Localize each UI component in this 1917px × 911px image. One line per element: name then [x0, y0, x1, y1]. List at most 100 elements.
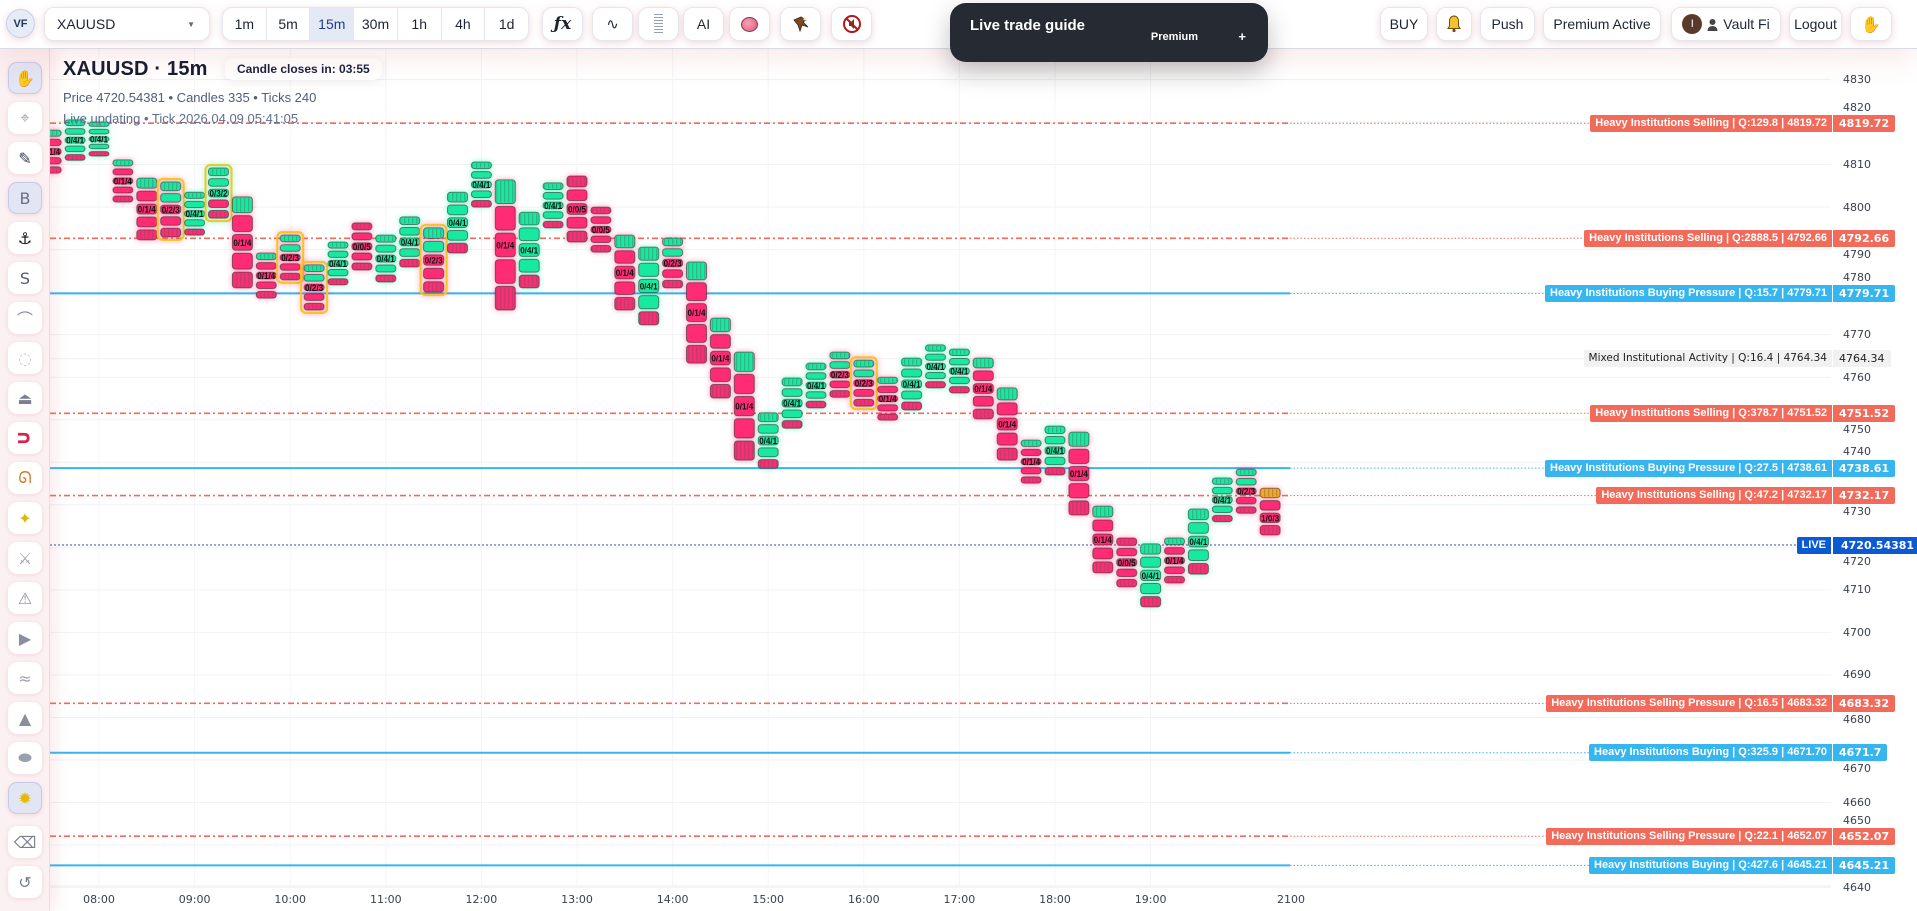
candle-cluster-box — [566, 216, 588, 229]
chevron-down-icon: ▼ — [187, 19, 195, 29]
candle-cluster-box — [518, 227, 540, 242]
timeframe-30m[interactable]: 30m — [354, 8, 398, 40]
candle-cluster-box — [781, 409, 803, 419]
sidebar-tool-sparkle[interactable]: ✦ — [8, 502, 42, 534]
candle-cluster-box — [160, 193, 182, 203]
sidebar-tool-b-tool[interactable]: B — [8, 182, 42, 214]
candle-cluster-box — [160, 204, 182, 215]
candle-box-stripes — [759, 413, 778, 421]
buy-button[interactable]: BUY — [1380, 7, 1428, 41]
indicators-fx-button[interactable]: ƒx — [542, 7, 583, 41]
sidebar-tool-waves[interactable]: ≈ — [8, 662, 42, 694]
candle-cluster-box — [1187, 549, 1209, 562]
live-trade-guide-panel[interactable]: Live trade guide Premium + — [950, 3, 1268, 62]
candle-cluster-box — [925, 371, 946, 380]
alerts-button[interactable] — [1436, 7, 1472, 41]
candle: 0/2/3 — [662, 237, 684, 289]
candle-box-stripes — [1237, 470, 1256, 475]
sidebar-tool-warning[interactable]: ⚠ — [8, 582, 42, 614]
timeframe-1m[interactable]: 1m — [223, 8, 267, 40]
sidebar-tool-dotted-circle[interactable]: ◌ — [8, 342, 42, 374]
sidebar-tool-eraser[interactable]: ⌫ — [8, 826, 42, 858]
candle-box-stripes — [1093, 562, 1112, 572]
timeframe-4h[interactable]: 4h — [442, 8, 486, 40]
candle-box-stripes — [1141, 544, 1160, 554]
guide-premium-badge: Premium — [1150, 31, 1198, 43]
candle-box-stripes — [209, 211, 228, 218]
candle-box-stripes — [1213, 516, 1232, 521]
sidebar-tool-s-tool[interactable]: S — [8, 262, 42, 294]
ai-button[interactable]: AI — [683, 7, 724, 41]
mute-button[interactable] — [831, 7, 872, 41]
wave-button[interactable]: ∿ — [592, 7, 633, 41]
chart-title: XAUUSD · 15m — [63, 58, 208, 80]
candle-cluster-label: 0/1/4 — [233, 238, 251, 248]
sidebar-tool-ellipse[interactable]: ⬬ — [8, 742, 42, 774]
candle-cluster-label: 0/4/1 — [927, 362, 945, 372]
candle-cluster-box — [303, 293, 325, 301]
candle-box-stripes — [1093, 507, 1112, 517]
timeframe-1d[interactable]: 1d — [498, 16, 515, 32]
candle-cluster-box — [423, 240, 445, 253]
symbol-select[interactable]: XAUUSD ▼ — [44, 7, 210, 41]
premium-status-button[interactable]: Premium Active — [1543, 7, 1661, 41]
candle-cluster-label: 0/4/1 — [329, 259, 347, 269]
candle-cluster-box — [303, 274, 325, 282]
candle-box-stripes — [974, 359, 993, 367]
candle-cluster-box — [614, 281, 636, 295]
candle-cluster-label: 0/1/4 — [1070, 469, 1088, 479]
brain-button[interactable] — [729, 7, 770, 41]
candle-highlight — [204, 163, 233, 223]
live-status: Live updating • Tick 2026.04.09 05:41:05 — [63, 111, 299, 126]
sidebar-tool-mountain[interactable]: ▲ — [8, 702, 42, 734]
candle-box-stripes — [233, 197, 252, 212]
hand-mode-button[interactable]: ✋ — [1850, 7, 1892, 41]
mute-icon — [842, 15, 861, 33]
sidebar-tool-magnet[interactable]: ∩ — [8, 422, 42, 454]
candle-box-stripes — [974, 410, 993, 418]
candle-cluster-box — [638, 262, 660, 277]
sidebar-tool-hand[interactable]: ✋ — [8, 62, 42, 94]
candle-cluster-label: 0/2/3 — [162, 205, 180, 215]
timeframe-15m[interactable]: 15m — [310, 8, 355, 40]
candle-cluster-label: 0/1/4 — [496, 240, 514, 250]
candle-box-stripes — [233, 273, 252, 287]
sidebar-tool-play[interactable]: ▶ — [8, 622, 42, 654]
timeframe-1h[interactable]: 1h — [398, 8, 442, 40]
candle-cluster-box — [686, 303, 707, 322]
volume-profile-button[interactable] — [638, 7, 679, 41]
striped-bars-icon — [654, 14, 663, 34]
candle-cluster-box — [351, 232, 373, 241]
timeframe-5m[interactable]: 5m — [267, 8, 311, 40]
candle-cluster-box — [638, 295, 660, 310]
candle-cluster-label: 0/2/3 — [831, 370, 849, 380]
sidebar-tool-swords[interactable]: ⚔ — [8, 542, 42, 574]
candle-cluster-label: 0/4/1 — [449, 218, 467, 228]
candle-box-stripes — [1117, 580, 1136, 586]
candle-cluster-box — [853, 369, 875, 378]
candle-cluster-box — [112, 168, 134, 176]
sidebar-tool-pencil[interactable]: ✎ — [8, 142, 42, 174]
candle-cluster-label: 0/0/5 — [1118, 558, 1136, 568]
undo-icon: ↺ — [18, 872, 32, 892]
user-menu-button[interactable]: I Vault Fi — [1671, 7, 1781, 41]
app-logo[interactable]: VF — [6, 9, 35, 38]
sidebar-tool-stamp[interactable]: ⏏ — [8, 382, 42, 414]
push-button[interactable]: Push — [1480, 7, 1535, 41]
candle-cluster-box — [1116, 568, 1138, 578]
candle-box-stripes — [376, 236, 395, 242]
eagle-button[interactable] — [780, 7, 821, 41]
guide-expand-button[interactable]: + — [1238, 29, 1246, 44]
sidebar-tool-curve[interactable]: ⌒ — [8, 302, 42, 334]
candle-box-stripes — [807, 402, 825, 407]
candle-box-stripes — [209, 168, 228, 175]
sidebar-tool-sun[interactable]: ✹ — [8, 782, 42, 814]
logout-button[interactable]: Logout — [1789, 7, 1842, 41]
sidebar-tool-dna[interactable]: ᘏ — [8, 462, 42, 494]
candle: 0/1/4 — [996, 387, 1018, 461]
sidebar-tool-undo[interactable]: ↺ — [8, 866, 42, 898]
sidebar-tool-anchor[interactable]: ⚓ — [8, 222, 42, 254]
sidebar-tool-crosshair[interactable]: ⌖ — [8, 102, 42, 134]
candle-cluster-box — [375, 254, 397, 263]
